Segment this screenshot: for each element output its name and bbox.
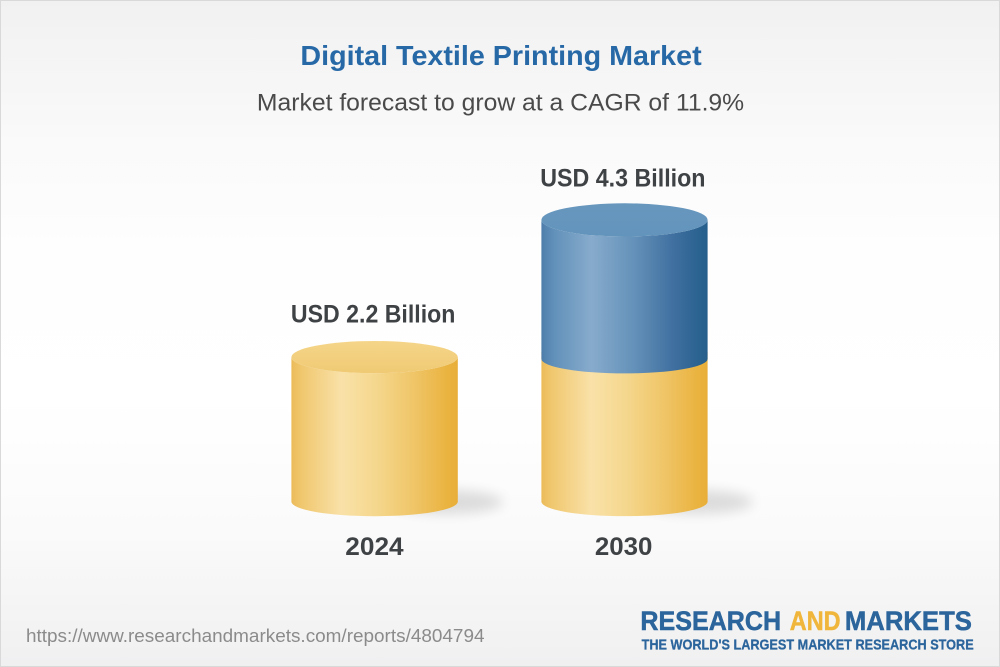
svg-text:MARKETS: MARKETS (845, 605, 972, 636)
svg-text:RESEARCH: RESEARCH (640, 605, 781, 636)
svg-text:THE WORLD'S LARGEST MARKET RES: THE WORLD'S LARGEST MARKET RESEARCH STOR… (642, 637, 974, 653)
svg-text:2030: 2030 (595, 533, 653, 560)
svg-text:2024: 2024 (345, 534, 403, 561)
svg-text:USD 2.2 Billion: USD 2.2 Billion (291, 301, 456, 329)
svg-text:https://www.researchandmarkets: https://www.researchandmarkets.com/repor… (26, 625, 484, 646)
svg-text:Market forecast to grow at a C: Market forecast to grow at a CAGR of 11.… (257, 90, 744, 117)
svg-text:Digital Textile Printing Marke: Digital Textile Printing Market (300, 40, 702, 72)
svg-text:AND: AND (790, 607, 841, 637)
svg-text:USD 4.3 Billion: USD 4.3 Billion (540, 165, 705, 193)
